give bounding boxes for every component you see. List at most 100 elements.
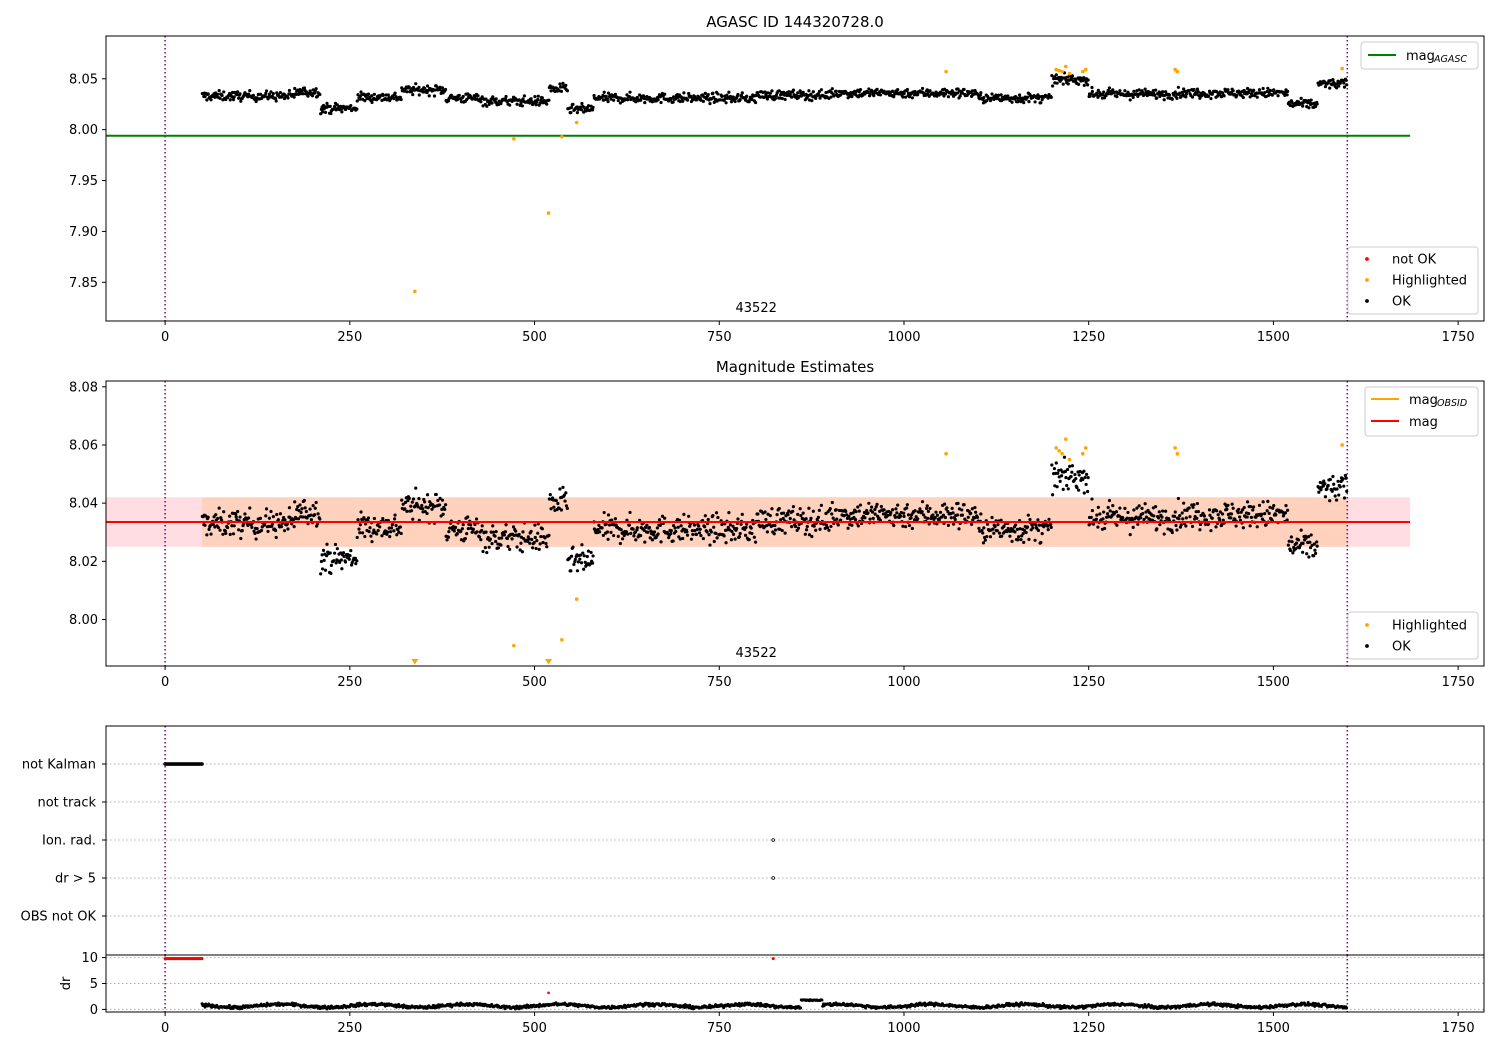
ok-point — [545, 102, 549, 106]
ok-point — [433, 88, 437, 92]
ok-point — [1027, 100, 1031, 104]
ok-point — [775, 513, 779, 517]
ok-point — [1218, 510, 1222, 514]
ok-point — [1257, 88, 1262, 92]
x-tick-label: 1000 — [887, 675, 920, 690]
ok-point — [1285, 93, 1289, 97]
ok-point — [232, 524, 236, 528]
ok-point — [1263, 91, 1267, 95]
ok-point — [466, 515, 470, 519]
ok-point — [1267, 511, 1271, 515]
ok-point — [354, 562, 358, 566]
ok-point — [1148, 517, 1152, 522]
ok-point — [508, 103, 512, 107]
ok-point — [925, 504, 929, 508]
ok-point — [573, 557, 577, 562]
ok-point — [218, 528, 222, 532]
ok-point — [768, 514, 772, 518]
ok-point — [477, 535, 482, 539]
ok-point — [246, 95, 250, 99]
ok-point — [534, 103, 538, 107]
ok-point — [480, 528, 484, 533]
ok-point — [228, 514, 232, 518]
ok-point — [432, 94, 437, 98]
ok-point — [517, 532, 521, 537]
ok-point — [388, 535, 392, 539]
ok-point — [400, 498, 404, 502]
ok-point — [586, 549, 591, 553]
ok-point — [951, 522, 956, 526]
ok-point — [1200, 94, 1204, 98]
obsid-label-2: 43522 — [736, 646, 777, 661]
obsid-label-1: 43522 — [736, 301, 777, 316]
ok-point — [323, 110, 328, 115]
ok-point — [417, 93, 421, 97]
ok-point — [810, 534, 814, 539]
ok-point — [314, 87, 318, 91]
ok-point — [796, 512, 800, 517]
ok-point — [1182, 87, 1186, 91]
ok-point — [878, 509, 882, 513]
ok-point — [1003, 94, 1007, 98]
ok-point — [274, 535, 278, 540]
ok-point — [1290, 540, 1294, 544]
ok-point — [1190, 95, 1195, 99]
ok-point — [1155, 96, 1159, 100]
ok-point — [565, 506, 569, 510]
ok-point — [254, 99, 258, 104]
ok-point — [972, 516, 977, 520]
ok-point — [1344, 476, 1348, 480]
ok-point — [1305, 552, 1309, 556]
ok-point — [1294, 547, 1298, 551]
ok-point — [386, 93, 390, 97]
ok-point — [1141, 511, 1145, 516]
ok-point — [533, 523, 537, 527]
ok-point — [504, 94, 508, 99]
ok-point — [920, 510, 924, 514]
flag-label: dr > 5 — [55, 872, 96, 887]
dr-axis-label: dr — [59, 976, 74, 990]
ok-point — [1225, 507, 1229, 511]
ok-point — [779, 518, 783, 522]
ok-point — [494, 529, 498, 534]
ok-point — [714, 511, 719, 515]
ok-point — [685, 533, 690, 537]
ok-point — [328, 104, 332, 108]
ok-point — [946, 523, 951, 527]
ok-point — [910, 96, 914, 100]
ok-point — [536, 97, 540, 102]
ok-point — [1261, 500, 1265, 504]
ok-point — [1216, 513, 1220, 517]
ok-point — [237, 528, 241, 532]
ok-point — [491, 524, 495, 528]
x-tick-label: 1500 — [1257, 675, 1290, 690]
ok-point — [978, 93, 982, 97]
ok-point — [896, 503, 900, 507]
ok-point — [809, 92, 813, 96]
dr-not-ok-point — [547, 991, 550, 995]
ok-point — [902, 91, 906, 96]
ok-point — [904, 525, 908, 529]
ok-point — [206, 515, 210, 519]
ok-point — [671, 100, 675, 104]
ok-point — [816, 92, 820, 96]
ok-point — [1025, 525, 1030, 529]
ok-point — [209, 98, 213, 102]
dr-point — [275, 1003, 279, 1007]
ok-point — [1182, 501, 1186, 505]
legend-label: OK — [1392, 295, 1411, 310]
ok-point — [669, 96, 673, 101]
ok-point — [1095, 513, 1099, 517]
ok-point — [1114, 510, 1119, 514]
ok-point — [992, 531, 996, 535]
ok-point — [1291, 551, 1295, 555]
ok-point — [955, 91, 960, 95]
ok-point — [368, 526, 372, 530]
ok-point — [982, 526, 986, 530]
ok-point — [580, 543, 584, 547]
ok-point — [960, 513, 965, 517]
ok-point — [356, 93, 360, 97]
ok-point — [699, 533, 703, 538]
ok-point — [928, 89, 932, 93]
ok-point — [358, 523, 362, 527]
